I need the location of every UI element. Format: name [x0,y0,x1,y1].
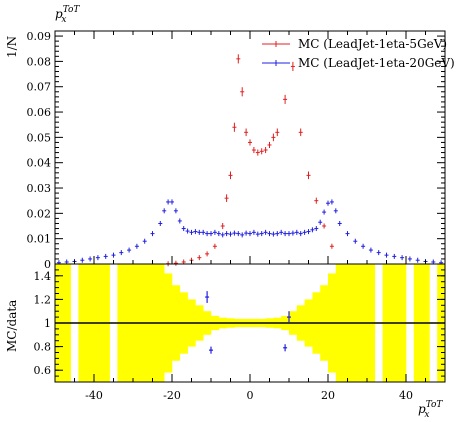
main-series [56,54,444,267]
main-y-tick-label: 0.03 [27,182,52,195]
x-ticks: -40 -20 0 20 40 [54,31,446,402]
main-y-tick-label: 0.05 [27,131,52,144]
legend-item: MC (LeadJet-1eta-20GeV) [262,56,455,70]
ratio-y-tick-label: 0.8 [34,341,52,354]
main-y-tick-label: 0.07 [27,81,52,94]
main-top-label: pToT x [55,5,80,25]
main-y-axis-label: 1/N [5,36,19,58]
series-2 [56,199,444,266]
x-tick-label: 40 [399,389,413,402]
main-y-tick-label: 0.06 [27,106,52,119]
main-y-tick-label: 0.02 [27,207,52,220]
main-y-tick-label: 0.08 [27,55,52,68]
series-1 [166,54,334,267]
legend-label: MC (LeadJet-1eta-20GeV) [298,56,455,70]
main-y-tick-label: 0 [44,258,51,271]
legend-label: MC (LeadJet-1eta-5GeV) [298,37,447,51]
main-y-tick-label: 0.09 [27,30,52,43]
main-y-tick-label: 0.04 [27,157,52,170]
x-tick-label: -40 [85,389,103,402]
ratio-y-axis-label: MC/data [5,300,19,352]
ratio-y-tick-label: 1.2 [34,293,52,306]
ratio-y-ticks: 0.6 0.8 1 1.2 1.4 [34,269,445,383]
legend: MC (LeadJet-1eta-5GeV) MC (LeadJet-1eta-2… [262,37,455,70]
ratio-y-tick-label: 1.4 [34,270,52,283]
ratio-series [205,291,291,354]
ratio-panel: 0.6 0.8 1 1.2 1.4 -40 -20 0 20 40 pToT x MC/data [5,31,446,420]
x-tick-label: -20 [163,389,181,402]
x-tick-label: 0 [247,389,254,402]
legend-item: MC (LeadJet-1eta-5GeV) [262,37,447,51]
x-axis-label: pToT x [418,400,443,420]
ratio-y-tick-label: 0.6 [34,364,52,377]
main-panel: 0 0.01 0.02 0.03 0.04 0.05 0.06 0.07 0.08 0.09 MC… [5,5,455,271]
main-y-tick-label: 0.01 [27,233,52,246]
x-tick-label: 20 [321,389,335,402]
main-y-ticks: 0 0.01 0.02 0.03 0.04 0.05 0.06 0.07 0.08 0.09 [27,30,445,271]
ratio-y-tick-label: 1 [44,317,51,330]
